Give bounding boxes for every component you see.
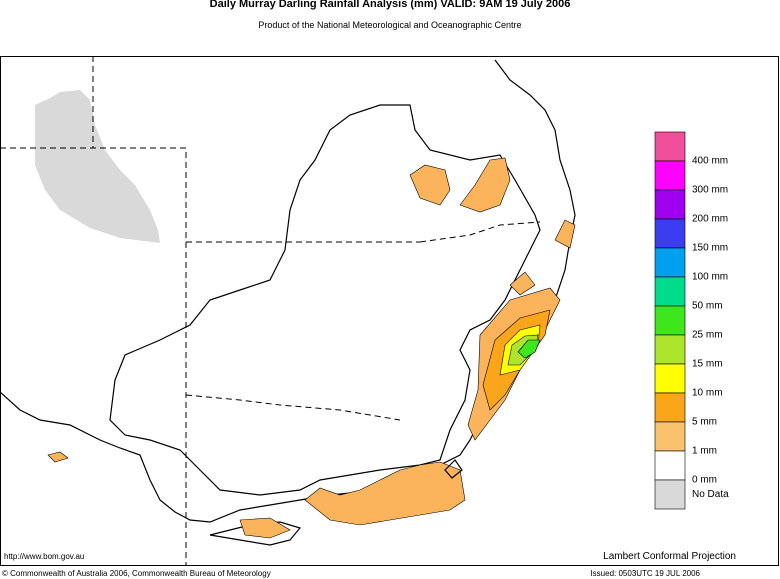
legend-label: 300 mm [692,185,728,196]
legend: 400 mm 300 mm 200 mm 150 mm 100 mm 50 mm 25 mm… [654,131,729,510]
legend-swatch [654,363,686,394]
legend-label: 1 mm [692,446,717,457]
no-data-region [35,90,160,243]
legend-label: 15 mm [692,359,723,370]
legend-label: 50 mm [692,301,723,312]
source-url: http://www.bom.gov.au [4,552,84,561]
rain-area-25mm [517,339,541,359]
rain-area-1mm [47,451,69,463]
legend-swatch [654,334,686,365]
legend-label: 25 mm [692,330,723,341]
rain-area-1mm [459,157,511,213]
legend-label: No Data [692,489,729,500]
legend-label: 100 mm [692,272,728,283]
legend-label: 5 mm [692,417,717,428]
legend-label: 200 mm [692,214,728,225]
legend-swatch [654,276,686,307]
state-border [185,221,541,421]
issued: Issued: 0503UTC 19 JUL 2006 [590,569,700,578]
rain-area-1mm [239,517,291,539]
subtitle: Product of the National Meteorological a… [258,20,521,30]
legend-swatch [654,247,686,278]
rain-area-1mm [509,271,536,296]
legend-swatch [654,479,686,510]
legend-swatch [654,160,686,191]
rain-area-1mm [554,219,576,249]
legend-label: 400 mm [692,156,728,167]
map-frame [0,56,779,566]
legend-label: 10 mm [692,388,723,399]
title: Daily Murray Darling Rainfall Analysis (… [210,0,571,10]
copyright: © Commonwealth of Australia 2006, Common… [2,569,271,578]
rain-area-1mm [409,164,451,206]
legend-swatch [654,131,686,162]
legend-label: 150 mm [692,243,728,254]
rain-area-1mm [304,461,466,526]
legend-swatch [654,189,686,220]
legend-label: 0 mm [692,475,717,486]
basin-boundary [109,104,541,496]
legend-swatch [654,450,686,481]
state-border [0,56,420,565]
legend-swatch [654,392,686,423]
legend-swatch [654,421,686,452]
legend-swatch [654,305,686,336]
port-phillip [444,459,463,479]
legend-swatch [654,218,686,249]
projection-label: Lambert Conformal Projection [603,551,736,562]
